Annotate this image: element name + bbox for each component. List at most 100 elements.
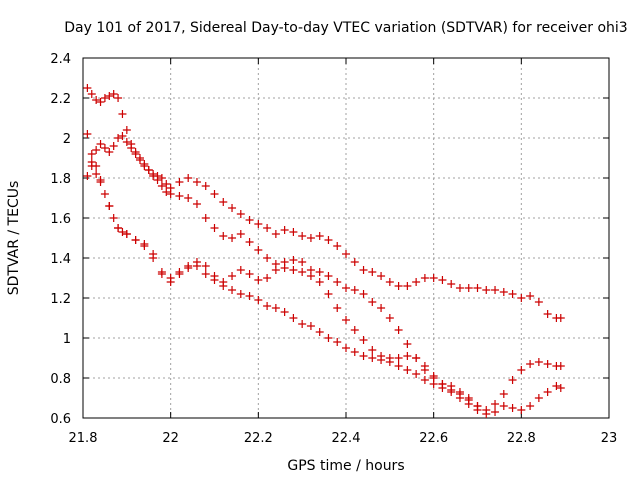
data-point-track-2 xyxy=(543,360,552,368)
data-point-track-3 xyxy=(508,404,517,412)
data-point-track-2 xyxy=(92,146,101,154)
data-point-track-3 xyxy=(298,258,307,266)
data-point-track-3 xyxy=(342,284,350,292)
y-tick-label: 1.8 xyxy=(50,172,71,187)
data-point-track-3 xyxy=(333,278,342,286)
data-point-track-1 xyxy=(96,98,105,106)
data-point-track-4 xyxy=(175,268,184,276)
data-point-track-2 xyxy=(315,278,324,286)
data-point-track-2 xyxy=(184,194,193,202)
data-point-track-2 xyxy=(100,144,109,152)
data-point-track-4 xyxy=(350,348,359,356)
data-point-track-4 xyxy=(83,130,92,138)
data-point-track-2 xyxy=(109,142,118,150)
data-point-track-4 xyxy=(157,270,166,278)
data-point-track-4 xyxy=(324,334,333,342)
data-point-track-2 xyxy=(298,268,307,276)
data-point-track-1 xyxy=(464,284,473,292)
data-point-track-1 xyxy=(350,258,359,266)
x-tick-label: 22 xyxy=(162,431,179,446)
data-point-track-3 xyxy=(201,262,210,270)
data-point-track-4 xyxy=(298,320,307,328)
data-point-track-1 xyxy=(556,314,565,322)
y-tick-label: 2 xyxy=(63,132,71,147)
data-point-track-3 xyxy=(118,228,127,236)
data-point-track-4 xyxy=(254,296,263,304)
data-point-track-2 xyxy=(236,230,245,238)
data-point-track-4 xyxy=(271,304,280,312)
data-point-track-3 xyxy=(254,276,263,284)
data-point-track-1 xyxy=(236,210,245,218)
data-point-track-1 xyxy=(499,288,508,296)
data-point-track-3 xyxy=(556,384,565,392)
x-tick-label: 23 xyxy=(601,431,618,446)
data-point-track-2 xyxy=(342,316,350,324)
data-point-track-1 xyxy=(298,232,307,240)
data-point-track-1 xyxy=(280,226,289,234)
data-point-track-1 xyxy=(377,272,386,280)
data-point-track-1 xyxy=(385,278,394,286)
y-tick-label: 1.2 xyxy=(50,292,71,307)
data-point-track-3 xyxy=(394,326,403,334)
data-point-track-4 xyxy=(394,362,403,370)
data-point-track-4 xyxy=(140,242,149,250)
data-point-track-1 xyxy=(403,282,412,290)
data-point-track-2 xyxy=(526,360,535,368)
data-point-track-3 xyxy=(271,266,280,274)
data-point-track-2 xyxy=(394,354,403,362)
data-point-track-2 xyxy=(245,238,254,246)
data-point-track-4 xyxy=(105,202,114,210)
data-point-track-1 xyxy=(491,286,500,294)
data-point-track-4 xyxy=(447,388,456,396)
data-point-track-4 xyxy=(315,328,324,336)
data-point-track-3 xyxy=(552,382,561,390)
data-point-track-1 xyxy=(83,84,92,92)
data-point-track-1 xyxy=(543,310,552,318)
data-point-track-2 xyxy=(254,246,263,254)
data-point-track-1 xyxy=(438,276,447,284)
data-point-track-1 xyxy=(114,94,123,102)
data-point-track-3 xyxy=(306,266,315,274)
data-point-track-1 xyxy=(109,90,118,98)
data-point-track-4 xyxy=(420,376,429,384)
data-point-track-2 xyxy=(157,182,166,190)
data-point-track-3 xyxy=(499,402,508,410)
data-point-track-4 xyxy=(429,380,438,388)
x-tick-label: 22.4 xyxy=(332,431,361,446)
y-tick-label: 0.6 xyxy=(50,412,71,427)
data-point-track-2 xyxy=(114,134,123,142)
data-point-track-1 xyxy=(447,280,456,288)
axis-ticks xyxy=(82,57,610,419)
data-point-track-4 xyxy=(438,384,447,392)
data-point-track-4 xyxy=(114,224,123,232)
data-point-track-1 xyxy=(324,236,333,244)
data-point-track-3 xyxy=(403,340,412,348)
data-point-track-3 xyxy=(315,268,324,276)
data-point-track-2 xyxy=(149,172,158,180)
data-point-track-2 xyxy=(333,304,342,312)
data-point-track-2 xyxy=(127,144,136,152)
data-point-track-2 xyxy=(263,254,272,262)
data-point-track-1 xyxy=(254,220,263,228)
data-point-track-4 xyxy=(263,302,272,310)
data-point-track-4 xyxy=(289,314,298,322)
data-point-track-3 xyxy=(412,354,421,362)
data-point-track-3 xyxy=(368,298,377,306)
data-point-track-2 xyxy=(228,234,237,242)
data-point-track-1 xyxy=(526,292,535,300)
data-point-track-1 xyxy=(201,182,210,190)
data-point-track-3 xyxy=(109,214,118,222)
data-point-track-1 xyxy=(100,94,109,102)
data-point-track-3 xyxy=(289,256,298,264)
data-point-track-2 xyxy=(105,148,114,156)
data-point-track-2 xyxy=(219,232,228,240)
data-point-track-1 xyxy=(429,274,438,282)
data-point-track-2 xyxy=(140,160,149,168)
y-tick-label: 1.4 xyxy=(50,252,71,267)
data-point-track-1 xyxy=(184,174,193,182)
data-point-track-4 xyxy=(184,264,193,272)
data-point-track-1 xyxy=(263,224,272,232)
data-point-track-4 xyxy=(280,308,289,316)
data-point-track-1 xyxy=(192,178,201,186)
